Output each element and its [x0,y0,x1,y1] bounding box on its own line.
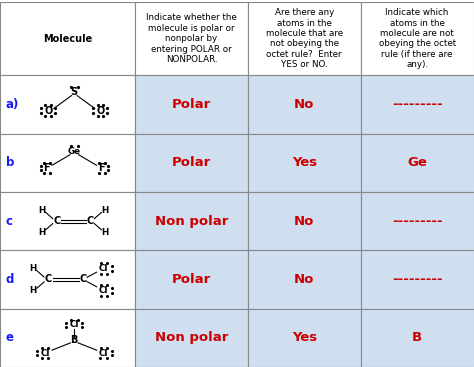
Text: c: c [6,215,13,228]
Text: H: H [38,206,46,215]
FancyBboxPatch shape [248,134,361,192]
FancyBboxPatch shape [248,309,361,367]
FancyBboxPatch shape [0,250,135,309]
FancyBboxPatch shape [248,192,361,250]
FancyBboxPatch shape [361,250,474,309]
Text: Polar: Polar [172,98,211,111]
Text: H: H [29,286,36,295]
Text: Are there any
atoms in the
molecule that are
not obeying the
octet rule?  Enter
: Are there any atoms in the molecule that… [266,8,343,69]
Text: S: S [71,87,78,97]
FancyBboxPatch shape [135,2,248,75]
FancyBboxPatch shape [248,250,361,309]
FancyBboxPatch shape [135,309,248,367]
Text: Cl: Cl [99,264,109,273]
Text: C: C [79,275,86,284]
Text: H: H [102,206,109,215]
FancyBboxPatch shape [361,2,474,75]
FancyBboxPatch shape [0,309,135,367]
Text: a): a) [6,98,19,111]
Text: Cl: Cl [99,286,109,295]
FancyBboxPatch shape [135,250,248,309]
Text: No: No [294,273,314,286]
Text: No: No [294,215,314,228]
Text: Indicate which
atoms in the
molecule are not
obeying the octet
rule (if there ar: Indicate which atoms in the molecule are… [379,8,456,69]
Text: Ge: Ge [407,156,427,169]
FancyBboxPatch shape [361,309,474,367]
Text: b: b [6,156,14,169]
FancyBboxPatch shape [361,134,474,192]
Text: e: e [6,331,14,344]
Text: Cl: Cl [99,349,109,357]
Text: Polar: Polar [172,273,211,286]
FancyBboxPatch shape [0,2,135,75]
Text: Ge: Ge [68,147,81,156]
Text: C: C [54,216,61,226]
Text: d: d [6,273,14,286]
Text: Indicate whether the
molecule is polar or
nonpolar by
entering POLAR or
NONPOLAR: Indicate whether the molecule is polar o… [146,14,237,64]
Text: C: C [45,275,52,284]
Text: No: No [294,98,314,111]
Text: Non polar: Non polar [155,331,228,344]
Text: Cl: Cl [40,349,50,357]
Text: F: F [99,163,105,173]
Text: H: H [29,264,36,273]
FancyBboxPatch shape [361,75,474,134]
FancyBboxPatch shape [0,192,135,250]
Text: Molecule: Molecule [43,34,92,44]
FancyBboxPatch shape [135,75,248,134]
Text: Yes: Yes [292,156,317,169]
FancyBboxPatch shape [0,75,135,134]
Text: Polar: Polar [172,156,211,169]
FancyBboxPatch shape [135,134,248,192]
FancyBboxPatch shape [361,192,474,250]
Text: H: H [102,228,109,237]
Text: ---------: --------- [392,98,442,111]
Text: ---------: --------- [392,215,442,228]
Text: Cl: Cl [70,320,79,330]
Text: B: B [412,331,422,344]
Text: Non polar: Non polar [155,215,228,228]
Text: ---------: --------- [392,273,442,286]
Text: O: O [44,106,52,116]
Text: Yes: Yes [292,331,317,344]
FancyBboxPatch shape [248,2,361,75]
Text: F: F [44,163,50,173]
Text: H: H [38,228,46,237]
Text: C: C [87,216,94,226]
Text: B: B [71,335,78,345]
FancyBboxPatch shape [248,75,361,134]
FancyBboxPatch shape [0,134,135,192]
Text: O: O [96,106,104,116]
FancyBboxPatch shape [135,192,248,250]
